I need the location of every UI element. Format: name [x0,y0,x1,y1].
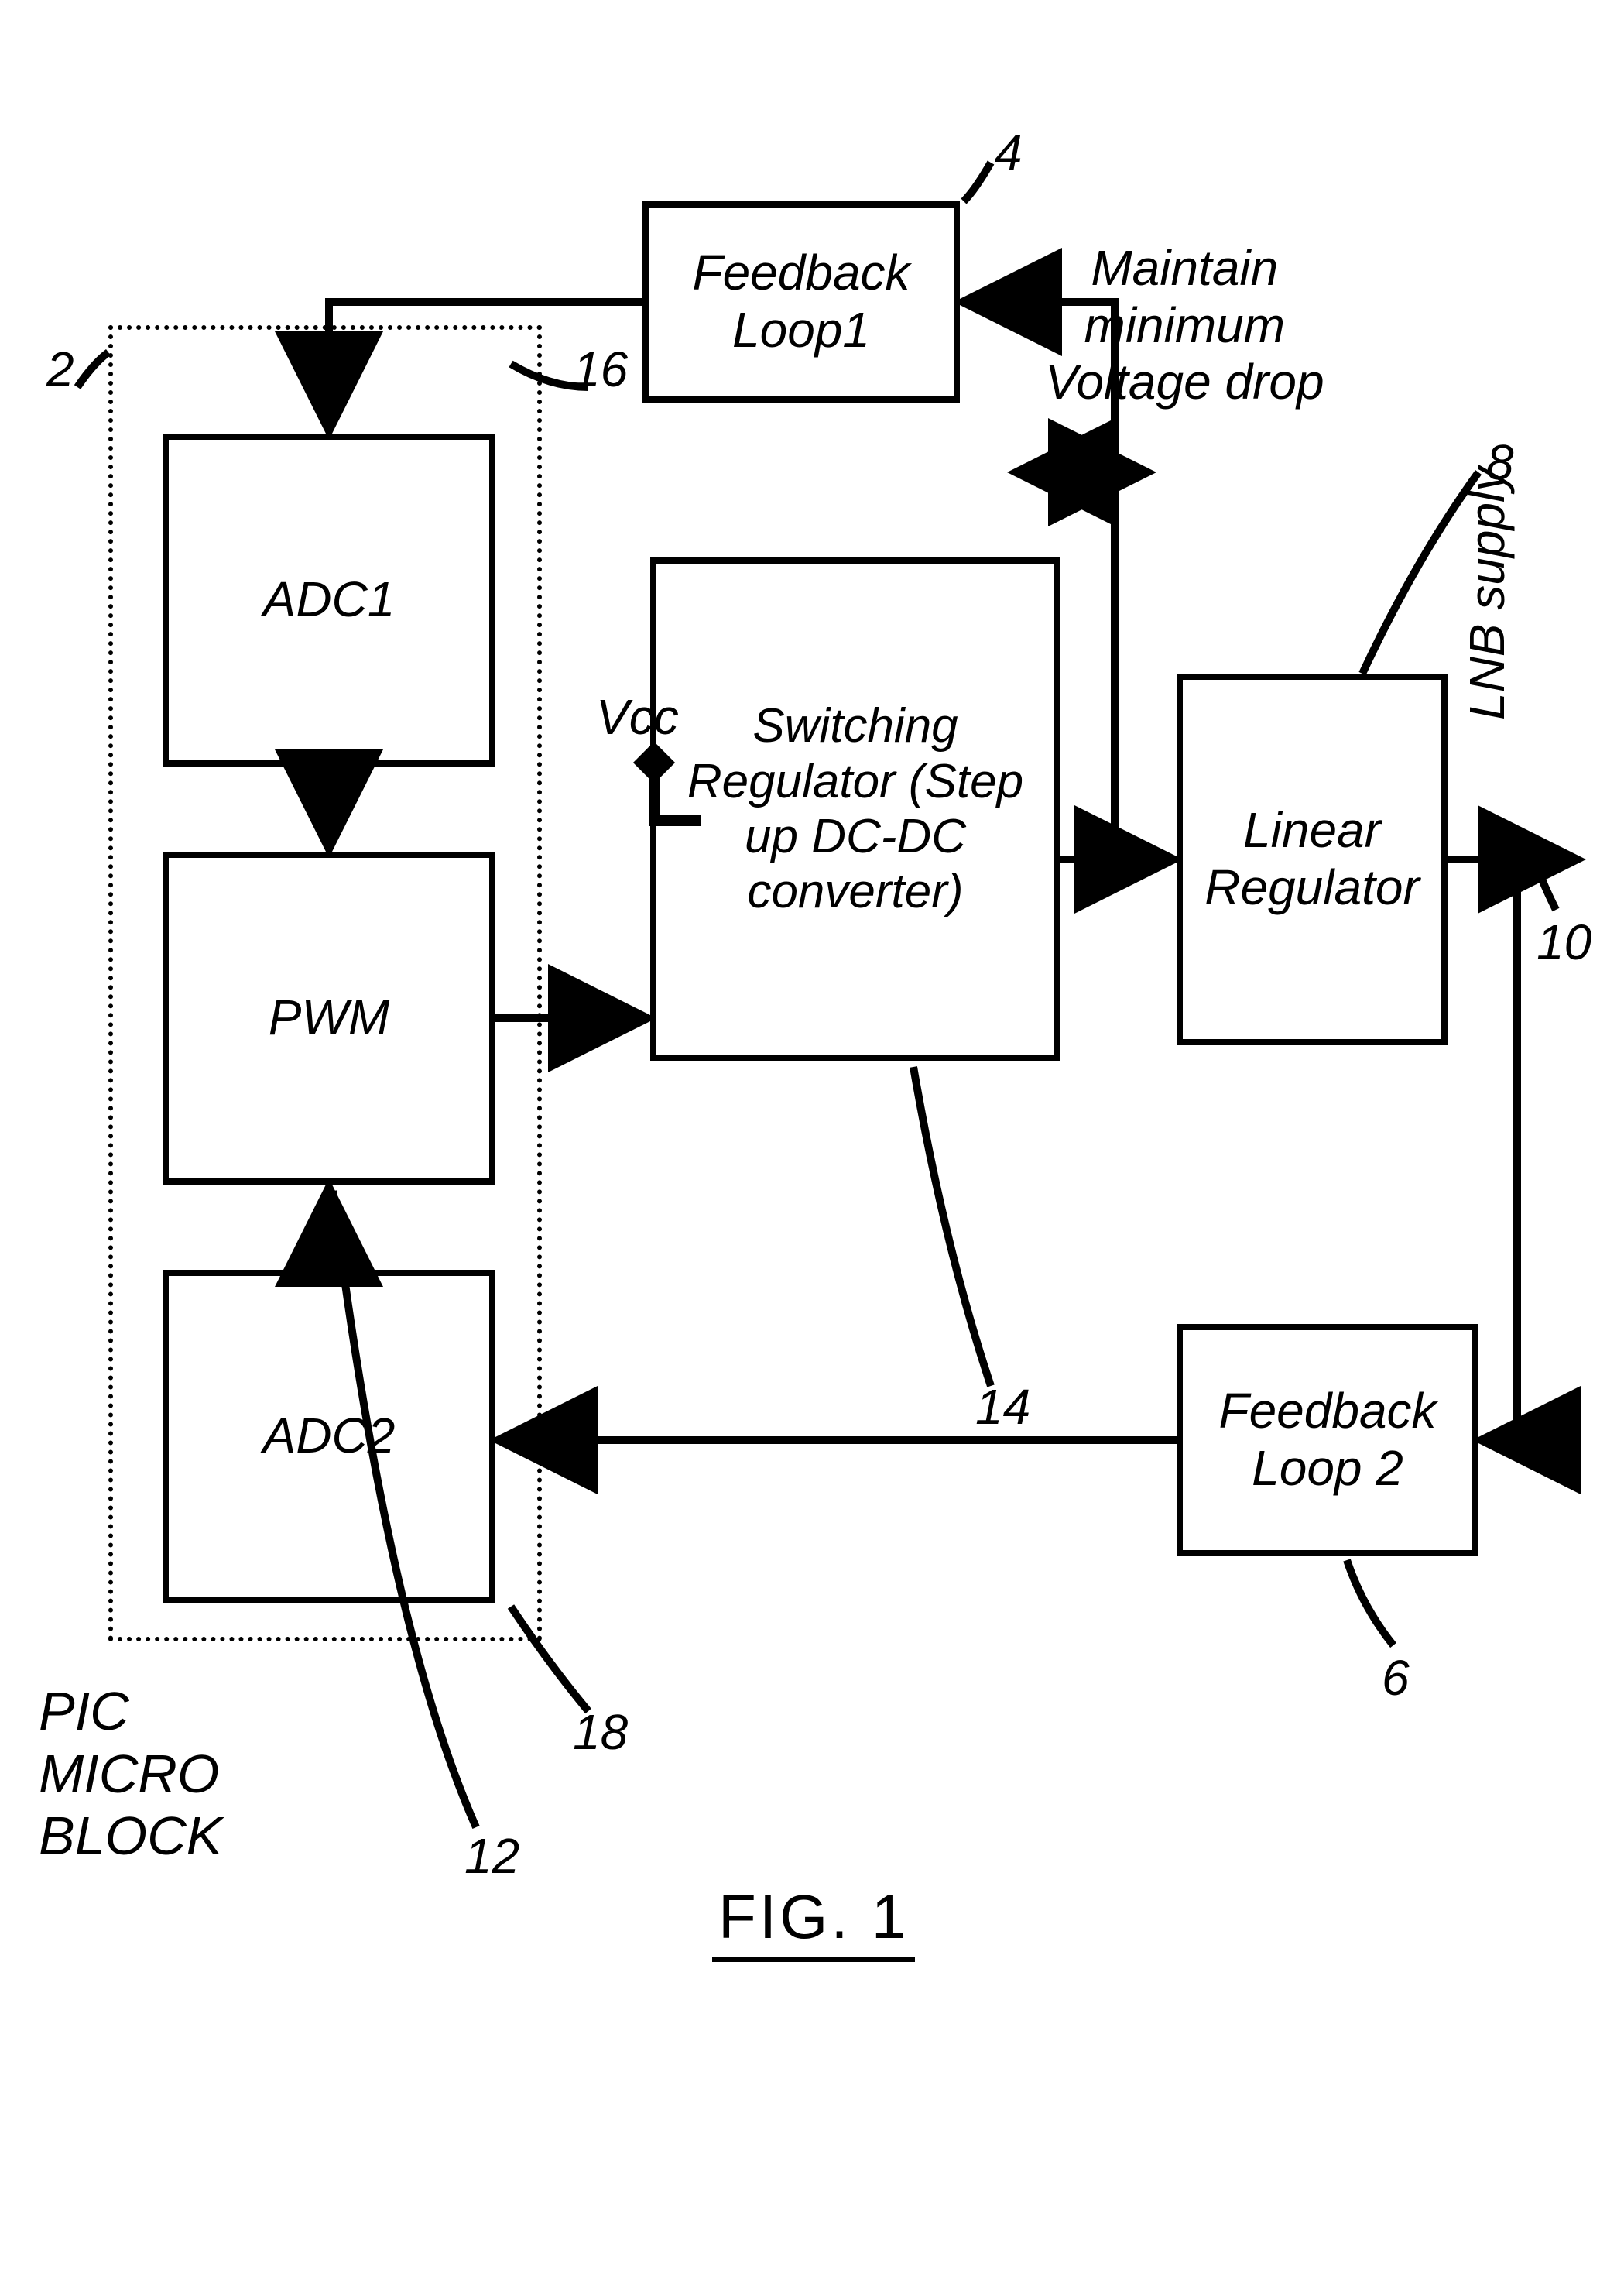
adc1-block: ADC1 [163,434,495,767]
lnb-supply-label: LNB supply [1459,467,1516,720]
pic-micro-block-label: PIC MICRO BLOCK [39,1680,222,1868]
switching-regulator-label: Switching Regulator (Step up DC-DC conve… [656,698,1054,919]
linear-regulator-label: Linear Regulator [1183,802,1441,916]
ref-16: 16 [573,341,628,398]
ref-8: 8 [1486,434,1514,491]
feedback-loop2-block: Feedback Loop 2 [1177,1324,1478,1556]
feedback-loop2-label: Feedback Loop 2 [1183,1383,1472,1497]
ref-6: 6 [1382,1649,1410,1706]
ref-18: 18 [573,1703,628,1761]
pwm-block: PWM [163,852,495,1185]
switching-regulator-block: Switching Regulator (Step up DC-DC conve… [650,557,1060,1061]
adc2-block: ADC2 [163,1270,495,1603]
ref-4: 4 [995,124,1023,181]
linear-regulator-block: Linear Regulator [1177,674,1448,1045]
ref-14: 14 [975,1378,1030,1435]
figure-label: FIG. 1 [712,1881,915,1962]
pwm-label: PWM [269,990,389,1047]
ref-10: 10 [1537,914,1591,971]
ref-2: 2 [46,341,74,398]
adc1-label: ADC1 [263,571,396,629]
ref-12: 12 [464,1827,519,1885]
vcc-label: Vcc [596,689,679,746]
maintain-label: Maintain minimum Voltage drop [1045,240,1324,411]
feedback-loop1-label: Feedback Loop1 [649,245,954,358]
feedback-loop1-block: Feedback Loop1 [642,201,960,403]
adc2-label: ADC2 [263,1408,396,1465]
